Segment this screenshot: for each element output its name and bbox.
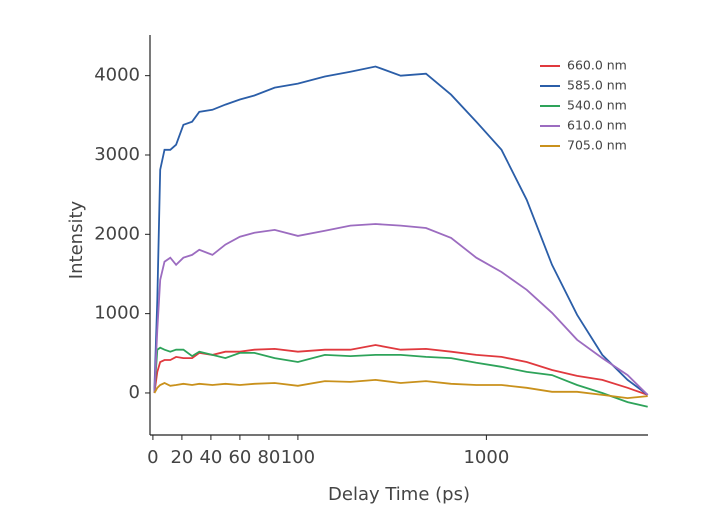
series-line [153,223,649,396]
x-axis-label: Delay Time (ps) [328,484,470,505]
x-tick-label: 100 [281,447,315,468]
x-tick-label: 40 [199,447,222,468]
legend-label: 660.0 nm [567,58,627,73]
series-line [153,344,648,396]
legend-label: 705.0 nm [567,138,627,153]
y-axis-label: Intensity [66,200,87,279]
series-line [153,378,648,400]
y-tick-label: 4000 [94,65,140,86]
y-tick-label: 3000 [94,144,140,165]
y-tick-label: 2000 [94,223,140,244]
series-line [153,65,649,396]
legend-label: 610.0 nm [567,118,627,133]
legend-label: 585.0 nm [567,78,627,93]
series-line [153,346,648,408]
x-tick-label: 20 [170,447,193,468]
y-tick-label: 0 [129,382,140,403]
y-tick-label: 1000 [94,303,140,324]
x-tick-label: 1000 [463,447,509,468]
x-tick-label: 0 [147,447,158,468]
x-tick-label: 80 [257,447,280,468]
x-tick-label: 60 [228,447,251,468]
legend-label: 540.0 nm [567,98,627,113]
